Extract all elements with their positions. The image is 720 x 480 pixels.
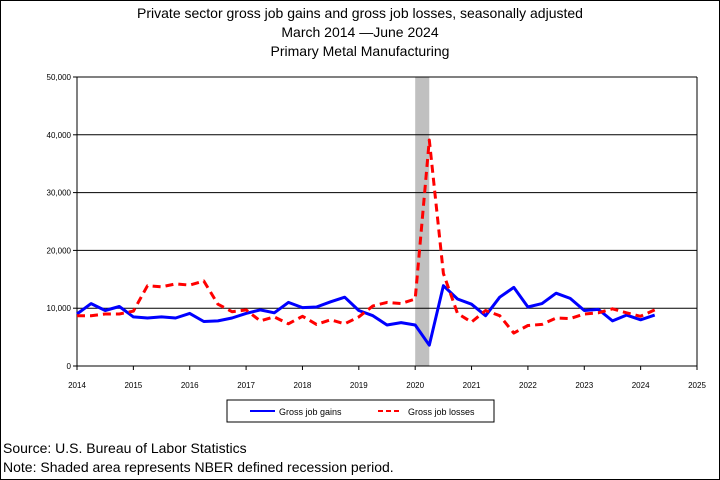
y-tick-label: 30,000 — [47, 189, 72, 198]
x-tick-label: 2014 — [68, 381, 86, 390]
x-tick-label: 2019 — [350, 381, 368, 390]
y-tick-label: 40,000 — [47, 131, 72, 140]
legend-label-losses: Gross job losses — [408, 407, 475, 417]
y-tick-label: 0 — [67, 362, 72, 371]
x-tick-label: 2025 — [688, 381, 706, 390]
x-tick-label: 2022 — [519, 381, 537, 390]
y-tick-label: 10,000 — [47, 304, 72, 313]
x-tick-label: 2023 — [575, 381, 593, 390]
y-tick-label: 20,000 — [47, 246, 72, 255]
recession-note: Note: Shaded area represents NBER define… — [3, 459, 394, 475]
series-gross-job-losses — [77, 138, 656, 335]
chart-titles: Private sector gross job gains and gross… — [0, 4, 720, 61]
legend: Gross job gains Gross job losses — [226, 399, 495, 423]
x-tick-label: 2021 — [463, 381, 481, 390]
series-gross-job-gains — [76, 284, 656, 347]
chart-industry: Primary Metal Manufacturing — [270, 43, 450, 59]
legend-box — [226, 399, 495, 423]
source-note: Source: U.S. Bureau of Labor Statistics — [3, 440, 247, 456]
x-tick-label: 2017 — [237, 381, 255, 390]
x-tick-label: 2020 — [406, 381, 424, 390]
chart-title: Private sector gross job gains and gross… — [137, 5, 583, 21]
legend-label-gains: Gross job gains — [279, 407, 342, 417]
y-tick-label: 50,000 — [47, 73, 72, 82]
recession-band — [415, 77, 430, 366]
chart-date-range: March 2014 —June 2024 — [281, 24, 439, 40]
x-tick-label: 2015 — [124, 381, 142, 390]
x-tick-label: 2016 — [181, 381, 199, 390]
x-tick-label: 2024 — [632, 381, 650, 390]
x-tick-label: 2018 — [294, 381, 312, 390]
